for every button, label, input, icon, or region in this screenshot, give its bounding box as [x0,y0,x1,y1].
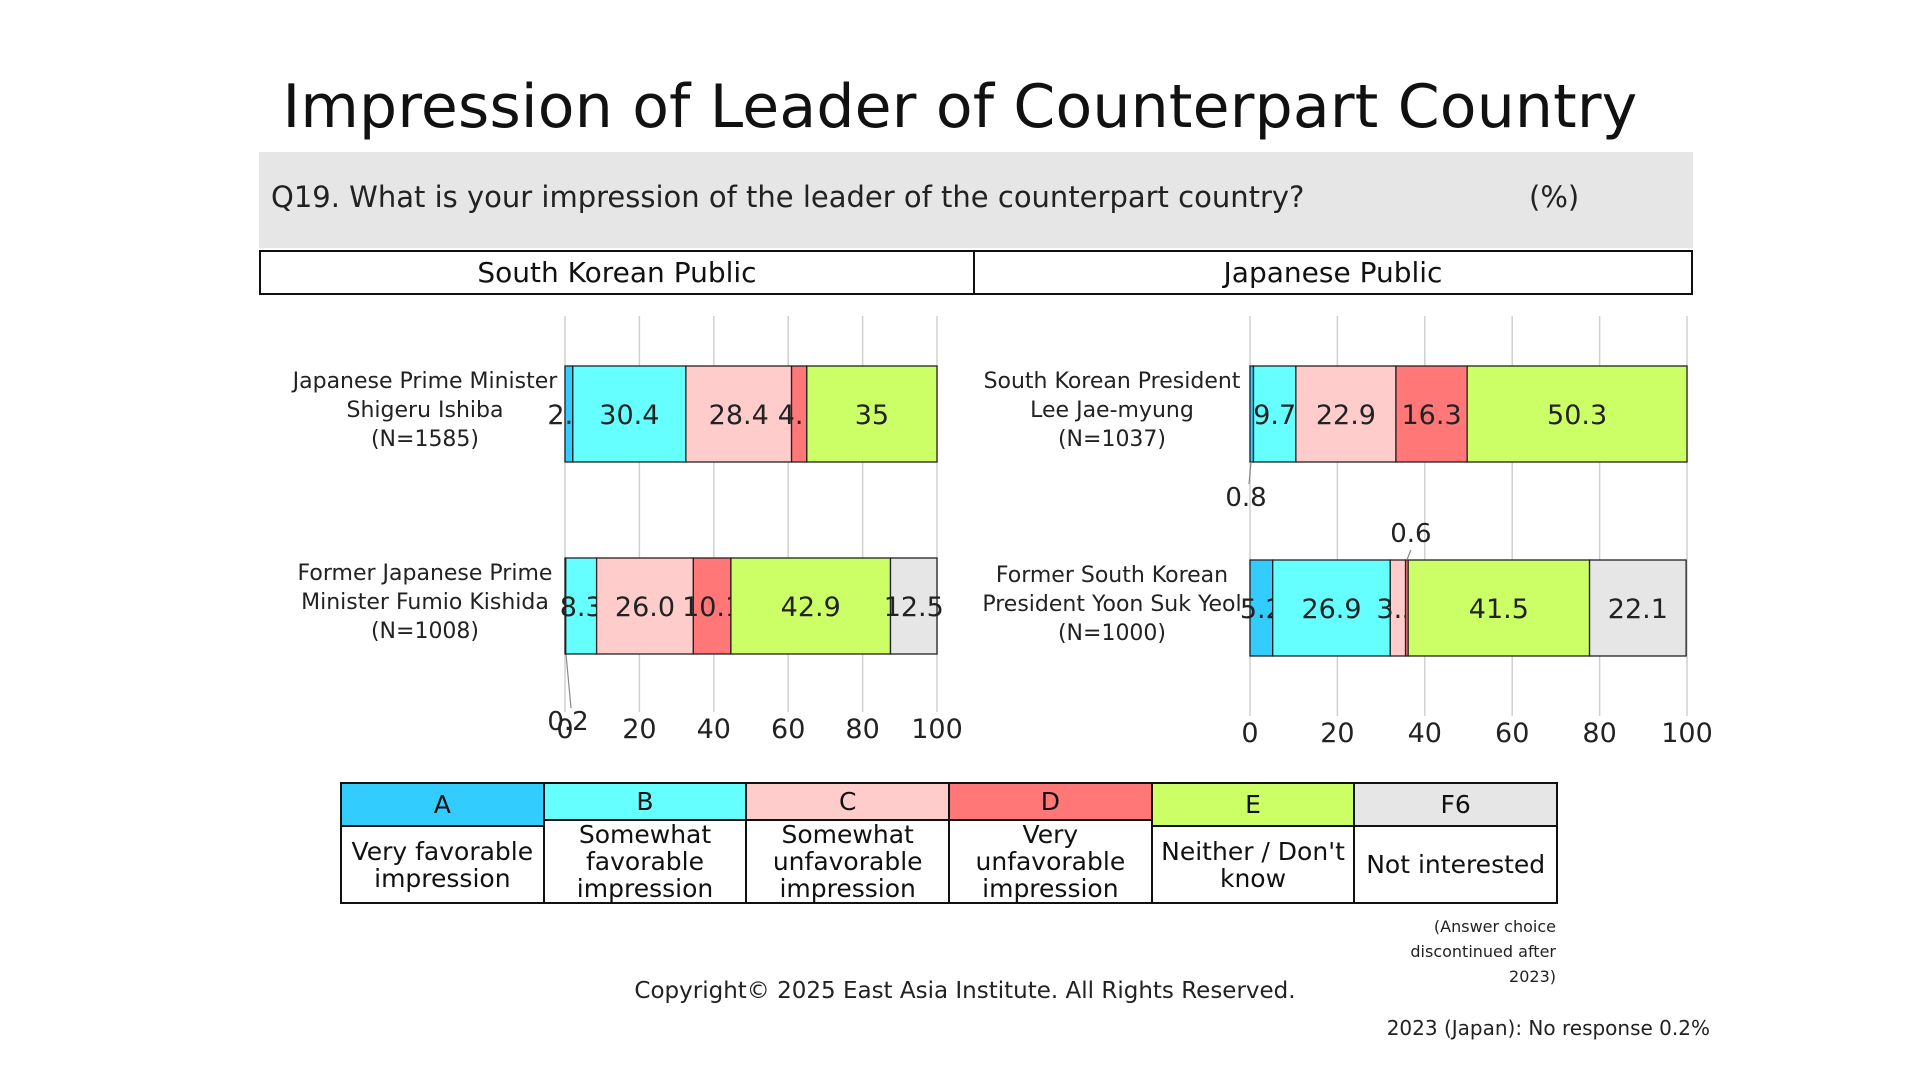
public-header-row: South Korean Public Japanese Public [259,250,1693,295]
data-label: 26.9 [1301,594,1361,625]
data-label: 30.4 [599,400,659,431]
bar-segment [692,557,732,655]
no-response-note: 2023 (Japan): No response 0.2% [1386,1016,1710,1040]
x-tick-label: 100 [1661,718,1713,749]
data-label: 50.3 [1547,400,1607,431]
legend-code: B [544,784,746,821]
legend-column-d: D Very unfavorable impression [950,784,1153,902]
leader-line [1406,549,1412,561]
legend-label: Neither / Don't know [1161,836,1345,893]
legend-column-a: A Very favorable impression [342,784,545,902]
leader-line [1248,461,1252,485]
data-label: 0.8 [1225,483,1266,513]
bar-segment [572,365,687,463]
bar-segment [565,557,598,655]
south-korean-public-header: South Korean Public [261,252,975,293]
japanese-public-header: Japanese Public [1223,256,1443,289]
question-text: Q19. What is your impression of the lead… [271,180,1305,214]
x-tick-label: 0 [1241,718,1258,749]
question-band: Q19. What is your impression of the lead… [259,152,1693,248]
category-label: (N=1000) [1058,621,1166,646]
category-label: Minister Fumio Kishida [301,590,549,615]
data-label: 0.6 [1390,519,1431,549]
data-label: 22.1 [1608,594,1668,625]
legend-label: Very unfavorable impression [975,820,1126,903]
data-label: 22.9 [1316,400,1376,431]
legend-label: Somewhat unfavorable impression [772,820,923,903]
data-label: 12.5 [884,592,944,623]
category-label: (N=1037) [1058,427,1166,452]
bar-segment [1395,365,1468,463]
x-tick-label: 60 [771,714,805,745]
x-tick-label: 40 [697,714,731,745]
x-tick-label: 20 [622,714,656,745]
category-label: Japanese Prime Minister [291,369,559,394]
data-label: 16.3 [1402,400,1462,431]
legend-column-e: E Neither / Don't know [1152,784,1356,902]
bar-segment [889,557,938,655]
x-tick-label: 80 [845,714,879,745]
discontinued-note-line2: discontinued after 2023) [1410,942,1556,986]
legend-label: Not interested [1366,850,1546,879]
bar-segment [1272,559,1391,657]
data-label: 0.2 [547,707,588,737]
x-tick-label: 40 [1408,718,1442,749]
bar-segment [806,365,938,463]
category-label: Former Japanese Prime [298,561,553,586]
legend-code: E [1152,784,1354,827]
bar-segment [1407,559,1591,657]
bar-segment [1466,365,1688,463]
legend-code: D [950,784,1151,821]
data-label: 42.9 [781,592,841,623]
category-label: Shigeru Ishiba [347,398,504,423]
data-label: 41.5 [1469,594,1529,625]
data-label: 35 [855,400,889,431]
chart-title: Impression of Leader of Counterpart Coun… [282,72,1638,142]
bar-segment [685,365,793,463]
category-label: Former South Korean [996,563,1228,588]
bar-segment [1295,365,1397,463]
x-tick-label: 80 [1582,718,1616,749]
leader-line [565,653,572,709]
legend-label: Very favorable impression [351,836,534,893]
data-label: 26.0 [615,592,675,623]
legend-code: F6 [1355,784,1557,827]
stacked-bar-charts: 0 20 40 60 80 100 Japanese Prime Minister Shige… [291,316,1713,749]
legend-table: A Very favorable impression B Somewhat favo… [340,782,1558,904]
x-tick-label: 60 [1495,718,1529,749]
bar-segment [730,557,892,655]
category-label: Lee Jae-myung [1030,398,1194,423]
x-tick-label: 0 [556,714,573,745]
category-label: (N=1008) [371,619,479,644]
category-label: (N=1585) [371,427,479,452]
discontinued-note-line1: (Answer choice [1433,917,1556,936]
legend-code: A [342,784,543,827]
unit-label: (%) [1529,180,1580,214]
discontinued-note: (Answer choice discontinued after 2023) [1360,914,1556,989]
legend-label: Somewhat favorable impression [576,820,714,903]
data-label: 9.7 [1253,400,1296,431]
legend-column-c: C Somewhat unfavorable impression [747,784,951,903]
bar-segment [595,557,694,655]
x-tick-label: 100 [911,714,963,745]
bar-segment [1588,559,1687,657]
copyright-notice: Copyright© 2025 East Asia Institute. All… [634,978,1296,1004]
legend-code: C [747,784,949,821]
x-tick-label: 20 [1320,718,1354,749]
data-label: 28.4 [709,400,769,431]
category-label: President Yoon Suk Yeol [982,592,1241,617]
data-label: 8.3 [560,592,603,623]
legend-column-f6: F6 Not interested [1355,784,1557,902]
legend-column-b: B Somewhat favorable impression [544,784,748,903]
category-label: South Korean President [984,369,1241,394]
